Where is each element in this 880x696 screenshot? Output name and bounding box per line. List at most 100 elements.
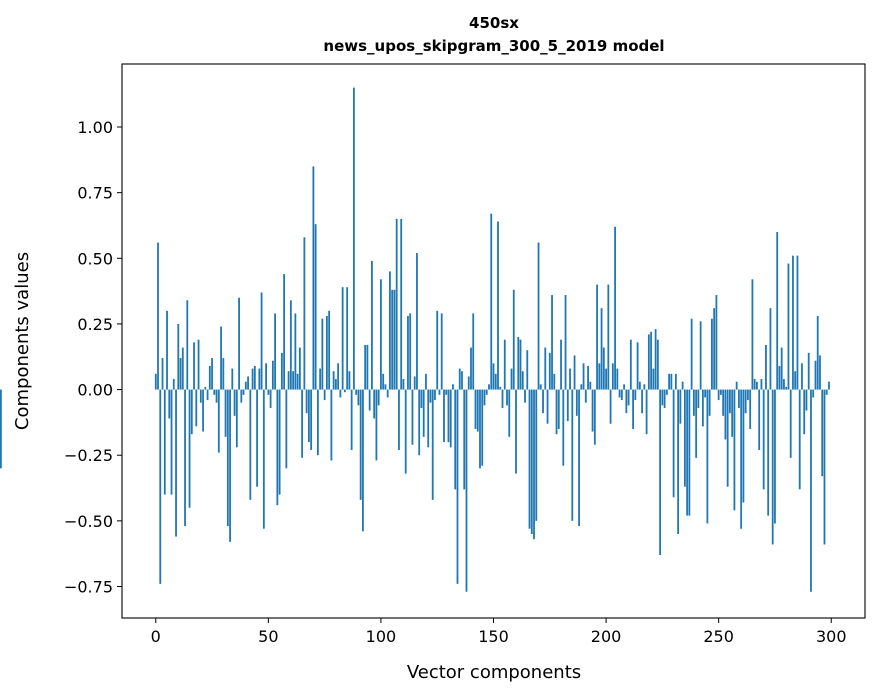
bar <box>661 389 664 406</box>
bar <box>521 371 524 390</box>
bar <box>330 389 333 461</box>
bar <box>539 384 542 390</box>
bar <box>440 313 443 390</box>
bar <box>467 376 470 390</box>
bar <box>593 389 596 445</box>
bar <box>348 371 351 390</box>
bar <box>632 389 634 429</box>
bar <box>231 368 234 390</box>
bar <box>805 389 808 411</box>
bar <box>307 389 310 443</box>
bar <box>197 339 200 390</box>
bar <box>344 389 346 393</box>
bar <box>265 363 267 390</box>
bar <box>452 384 454 390</box>
bar <box>278 389 281 495</box>
bar <box>713 308 716 390</box>
bar <box>823 389 826 545</box>
bar <box>224 389 227 437</box>
bar <box>362 389 364 532</box>
bar <box>262 389 265 529</box>
bar <box>470 347 472 390</box>
bar <box>413 376 416 390</box>
bar <box>569 368 571 390</box>
bar <box>483 389 486 406</box>
bar <box>242 389 245 395</box>
bar <box>717 389 720 401</box>
bar <box>382 373 385 390</box>
bar <box>427 389 430 448</box>
bar <box>346 287 349 390</box>
bar <box>416 253 418 390</box>
bar <box>629 339 632 390</box>
bar <box>798 389 801 490</box>
bar <box>258 368 261 390</box>
bar <box>722 389 725 416</box>
bar <box>589 381 592 390</box>
bar <box>616 368 619 390</box>
bar <box>537 242 540 390</box>
bar <box>792 255 794 390</box>
bar <box>762 389 765 490</box>
bar <box>353 87 355 390</box>
bar <box>575 389 578 416</box>
bar <box>195 389 198 427</box>
bar <box>812 389 815 398</box>
bar <box>533 389 535 540</box>
bar <box>821 389 824 477</box>
bar <box>535 389 538 521</box>
bar <box>510 368 513 390</box>
bar <box>769 308 772 390</box>
x-tick-label: 50 <box>258 627 278 646</box>
bar <box>652 368 655 390</box>
bar <box>204 386 207 390</box>
bar <box>186 300 189 390</box>
bar <box>447 389 450 443</box>
bar <box>184 389 186 527</box>
bar <box>175 389 177 537</box>
bar <box>188 389 191 508</box>
bar <box>166 310 168 390</box>
y-tick-label: 0.75 <box>77 184 113 203</box>
bar <box>708 389 711 416</box>
bar <box>235 389 238 448</box>
bar <box>238 297 240 390</box>
bar <box>778 365 781 390</box>
y-tick-label: −0.50 <box>64 512 113 531</box>
bar <box>544 347 547 390</box>
x-tick-label: 250 <box>703 627 734 646</box>
bar <box>325 316 328 390</box>
bar <box>490 213 493 390</box>
bar <box>524 389 526 403</box>
bar <box>287 371 290 390</box>
bar <box>298 347 301 390</box>
bar <box>393 289 396 390</box>
bar <box>0 389 2 469</box>
y-tick-label: 0.00 <box>77 381 113 400</box>
bar <box>206 389 209 401</box>
bar <box>226 389 229 527</box>
bars-group <box>0 87 830 592</box>
bar <box>720 389 722 395</box>
bar <box>591 389 594 432</box>
bar <box>767 389 770 516</box>
bar <box>485 389 488 395</box>
bar <box>253 365 256 390</box>
bar <box>488 384 490 390</box>
bar <box>677 389 680 534</box>
bar <box>810 389 812 592</box>
bar <box>627 389 630 406</box>
bar <box>724 389 727 440</box>
bar <box>172 379 175 390</box>
bar <box>456 389 459 584</box>
bar <box>157 242 159 390</box>
bar <box>656 339 659 390</box>
bar <box>814 360 817 390</box>
y-axis-label: Components values <box>12 252 33 430</box>
bar <box>515 389 517 474</box>
bar <box>697 389 700 408</box>
bar <box>249 389 252 500</box>
bar <box>753 379 756 390</box>
chart-title: 450sx <box>469 14 519 32</box>
bar <box>683 389 686 487</box>
